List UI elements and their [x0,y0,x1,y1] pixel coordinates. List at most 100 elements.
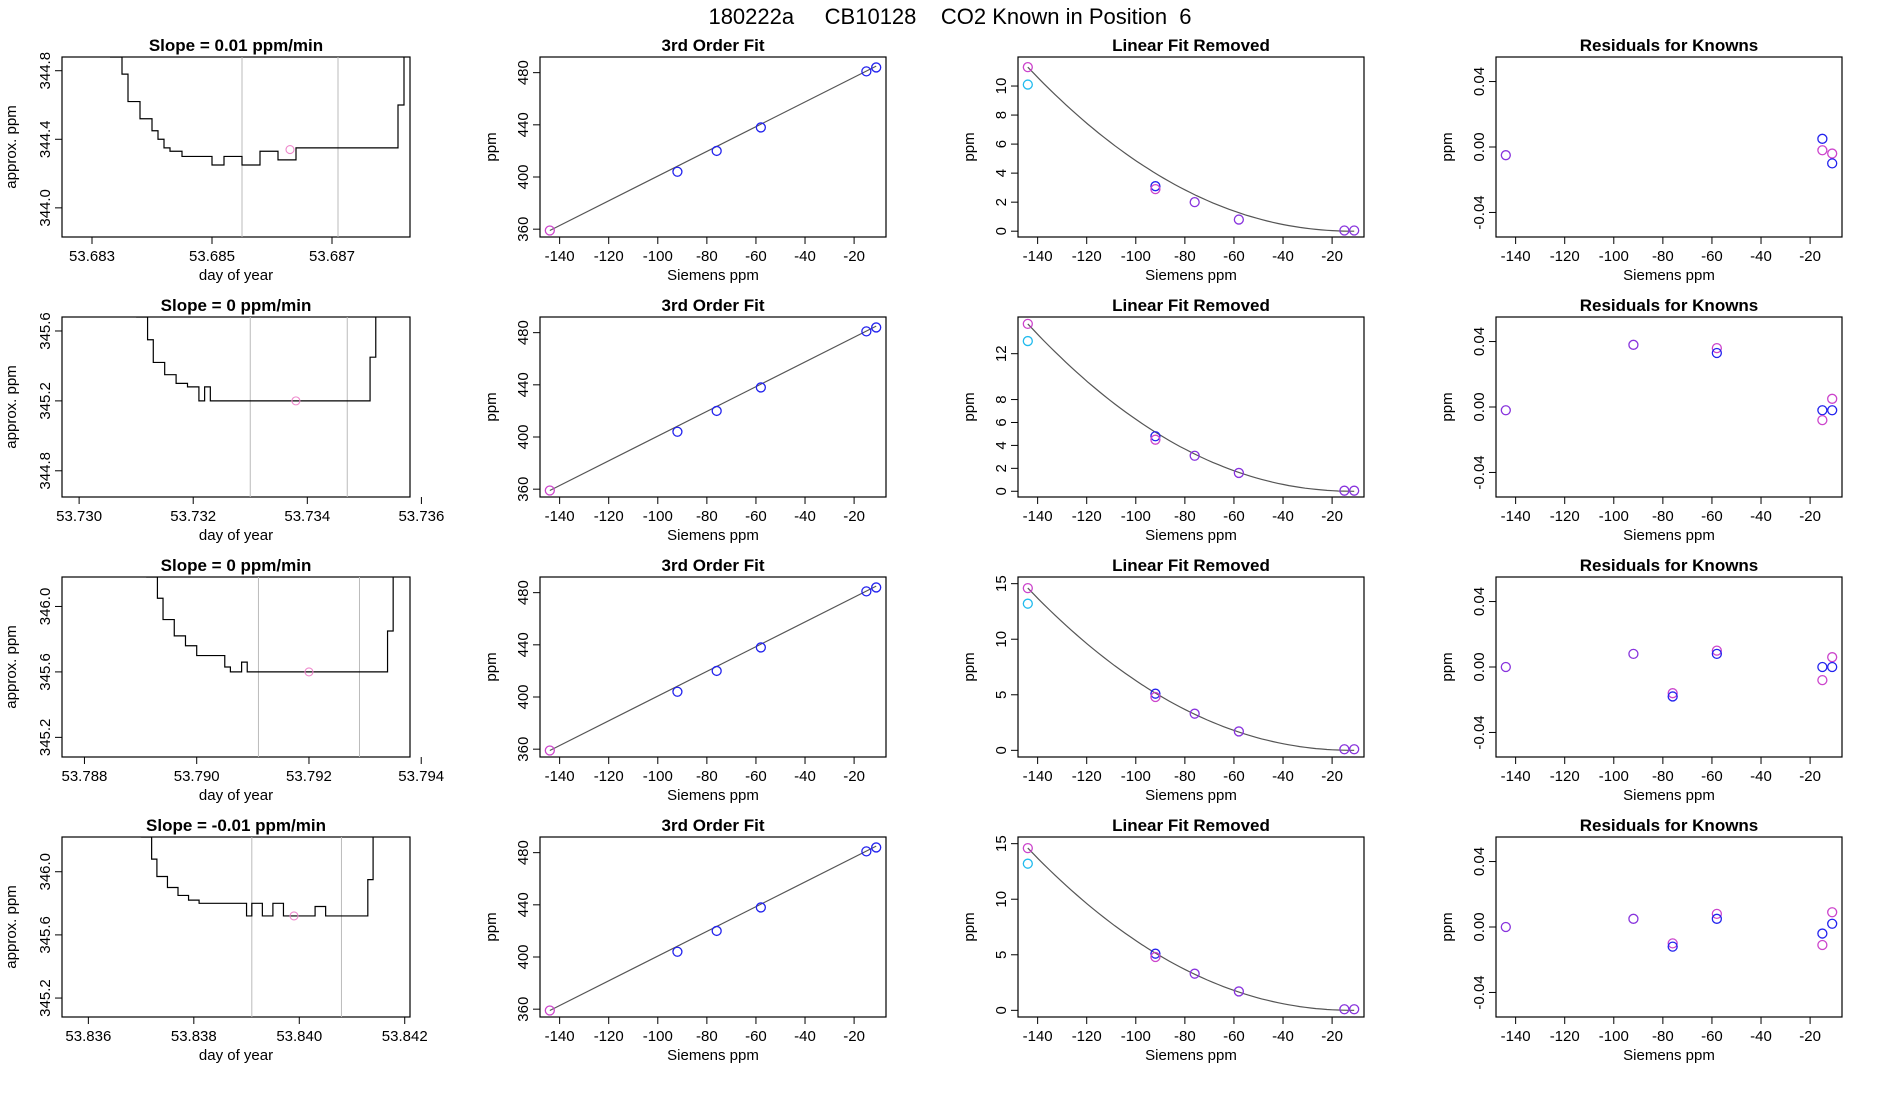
x-axis-label: Siemens ppm [1623,527,1715,544]
data-point [1022,842,1033,854]
x-tick-label: -140 [545,248,575,265]
plot-frame [539,316,887,498]
y-tick-label: 345.6 [37,916,54,954]
panel-title: Slope = -0.01 ppm/min [146,816,326,835]
x-tick-label: -140 [1501,248,1531,265]
x-tick-label: -80 [1174,1028,1196,1045]
data-point [1827,405,1838,416]
data-point [1189,450,1200,461]
plot-area [1500,645,1838,702]
series-line [136,317,377,402]
x-tick-label: -20 [1321,1028,1343,1045]
y-tick-label: 440 [515,372,532,397]
y-axis-label: approx. ppm [3,625,20,708]
x-tick-label: -60 [1223,768,1245,785]
x-tick-label: -60 [745,1028,767,1045]
y-tick-label: 0 [993,746,1010,754]
x-tick-label: 53.730 [56,508,102,525]
series-line [146,577,394,673]
x-tick-label: -120 [1072,248,1102,265]
data-point [1817,133,1828,144]
data-point [755,642,767,653]
data-point [1667,691,1678,702]
x-tick-label: -80 [696,1028,718,1045]
x-tick-label: -100 [1121,1028,1151,1045]
x-tick-label: -40 [1750,1028,1772,1045]
x-tick-label: -140 [1501,1028,1531,1045]
panel-title: Residuals for Knowns [1580,556,1759,575]
x-tick-label: -20 [1799,1028,1821,1045]
y-tick-label: 344.8 [37,52,54,90]
x-tick-label: -60 [745,248,767,265]
data-point [1827,918,1838,929]
data-point [1500,150,1511,161]
data-point [1150,688,1161,699]
data-point [1500,921,1511,933]
data-point [544,1005,555,1016]
data-point [1150,434,1161,445]
y-tick-label: 344.4 [37,121,54,159]
data-point [1349,744,1360,755]
x-tick-label: 53.836 [65,1028,111,1045]
page-title: 180222a CB10128 CO2 Known in Position 6 [708,4,1192,29]
data-point [1339,744,1350,755]
panel-r3c4: Residuals for Knowns -140 -120 -100 -80 -60 -4… [1439,556,1843,804]
y-axis-label: ppm [1439,652,1456,681]
data-point [1628,648,1639,660]
y-axis-label: ppm [961,392,978,421]
data-point [1817,414,1828,426]
data-point [1711,347,1723,359]
x-tick-label: -20 [1321,508,1343,525]
x-tick-label: -100 [1599,768,1629,785]
x-tick-label: -120 [594,1028,624,1045]
data-point [1667,938,1678,949]
marker-point [289,911,299,921]
data-point [1233,467,1245,479]
data-point [861,66,872,77]
y-tick-label: 345.2 [37,382,54,420]
x-tick-label: -40 [794,508,816,525]
x-tick-label: -120 [594,508,624,525]
plot-area [544,842,882,1016]
y-axis-label: ppm [961,912,978,941]
plot-area [110,57,405,237]
x-tick-label: -120 [594,768,624,785]
data-point [1711,645,1723,656]
x-tick-label: -40 [1750,768,1772,785]
panel-title: Residuals for Knowns [1580,36,1759,55]
plot-area [1022,318,1360,496]
x-tick-label: -100 [1121,248,1151,265]
y-axis-label: approx. ppm [3,365,20,448]
x-tick-label: 53.842 [382,1028,428,1045]
panel-title: Slope = 0.01 ppm/min [149,36,323,55]
x-axis-label: Siemens ppm [667,787,759,804]
x-tick-label: -60 [1223,508,1245,525]
x-tick-label: -40 [794,768,816,785]
x-tick-label: -80 [1174,248,1196,265]
data-point [711,405,722,417]
y-tick-label: 0 [993,1006,1010,1014]
y-tick-label: 345.2 [37,979,54,1017]
x-axis-label: Siemens ppm [1145,1047,1237,1064]
y-tick-label: 346.0 [37,853,54,891]
x-tick-label: -20 [1321,768,1343,785]
x-tick-label: -120 [594,248,624,265]
marker-point [304,667,314,677]
x-tick-label: -20 [843,768,865,785]
x-axis-label: day of year [199,1047,273,1064]
data-point [871,842,882,853]
y-tick-label: 6 [993,140,1010,148]
plot-frame [539,836,887,1018]
y-tick-label: 0.00 [1471,652,1488,681]
y-tick-label: 8 [993,395,1010,403]
data-point [1711,913,1723,924]
plot-frame [61,56,411,238]
x-tick-label: -20 [1321,248,1343,265]
x-tick-label: -40 [1272,508,1294,525]
y-tick-label: 2 [993,464,1010,472]
plot-area [141,837,374,1017]
x-tick-label: -80 [1652,768,1674,785]
data-point [1827,661,1838,673]
y-axis-label: ppm [961,652,978,681]
